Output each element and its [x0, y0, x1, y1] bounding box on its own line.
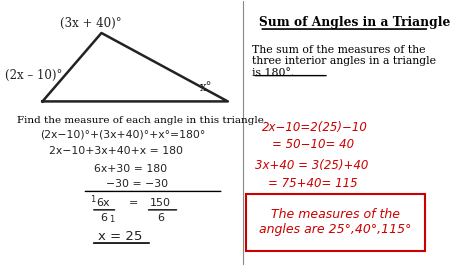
- Text: −30 = −30: −30 = −30: [106, 179, 168, 189]
- Text: 150: 150: [150, 198, 171, 208]
- FancyBboxPatch shape: [246, 194, 425, 251]
- Text: 2x−10+3x+40+x = 180: 2x−10+3x+40+x = 180: [49, 146, 183, 156]
- Text: 1: 1: [109, 215, 115, 224]
- Text: = 50−10= 40: = 50−10= 40: [272, 138, 354, 151]
- Text: 6x: 6x: [97, 198, 110, 208]
- Text: (2x – 10)°: (2x – 10)°: [5, 69, 62, 82]
- Text: Find the measure of each angle in this triangle.: Find the measure of each angle in this t…: [17, 116, 267, 125]
- Text: (3x + 40)°: (3x + 40)°: [60, 17, 122, 30]
- Text: 6: 6: [100, 213, 107, 223]
- Text: 1: 1: [91, 195, 96, 204]
- Text: Sum of Angles in a Triangle: Sum of Angles in a Triangle: [259, 16, 451, 29]
- Text: The sum of the measures of the
three interior angles in a triangle
is 180°.: The sum of the measures of the three int…: [252, 45, 436, 78]
- Text: 2x−10=2(25)−10: 2x−10=2(25)−10: [262, 121, 367, 134]
- Text: 3x+40 = 3(25)+40: 3x+40 = 3(25)+40: [255, 159, 369, 172]
- Text: = 75+40= 115: = 75+40= 115: [268, 177, 357, 189]
- Text: 6: 6: [157, 213, 164, 223]
- Text: The measures of the
angles are 25°,40°,115°: The measures of the angles are 25°,40°,1…: [259, 209, 411, 236]
- Text: =: =: [128, 198, 138, 208]
- Text: x°: x°: [200, 81, 212, 94]
- Text: 6x+30 = 180: 6x+30 = 180: [94, 164, 167, 173]
- Text: x = 25: x = 25: [98, 230, 143, 243]
- Text: (2x−10)°+(3x+40)°+x°=180°: (2x−10)°+(3x+40)°+x°=180°: [40, 129, 205, 139]
